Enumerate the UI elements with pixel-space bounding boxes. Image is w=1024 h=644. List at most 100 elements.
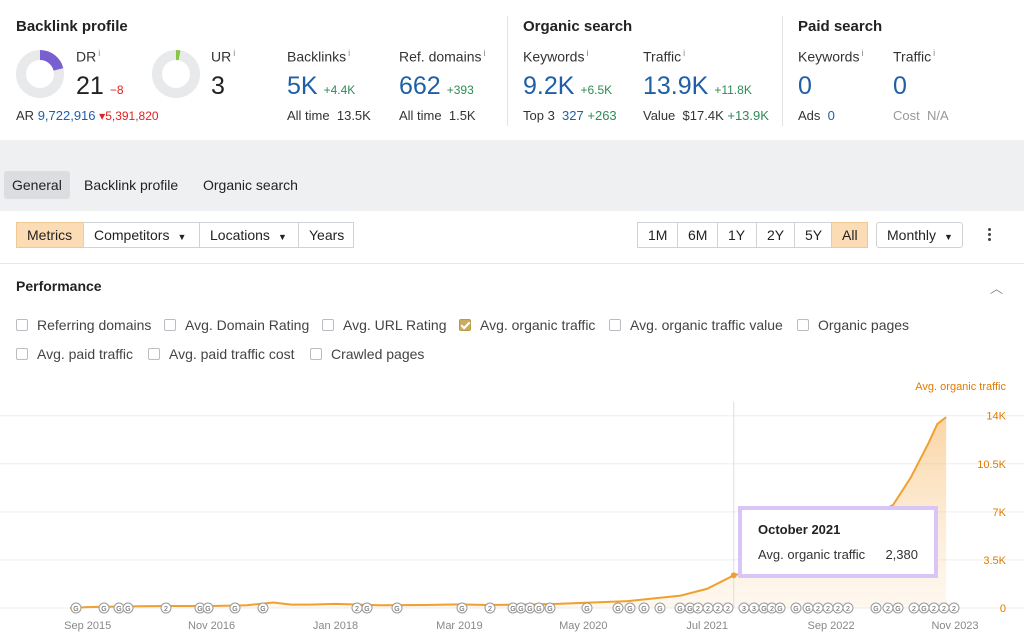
annotation-marker[interactable]: 2 (908, 602, 920, 614)
annotation-marker[interactable]: G (456, 602, 468, 614)
annotation-marker[interactable]: G (98, 602, 110, 614)
competitors-dropdown[interactable]: Competitors ▼ (83, 222, 200, 248)
range-2y-button[interactable]: 2Y (756, 222, 795, 248)
ref-domains-label[interactable]: Ref. domains i (399, 48, 486, 65)
annotation-marker[interactable]: 2 (928, 602, 940, 614)
paid-traffic-value[interactable]: 0 (893, 72, 907, 100)
years-button[interactable]: Years (298, 222, 354, 248)
annotation-marker[interactable]: 2 (822, 602, 834, 614)
svg-text:G: G (657, 606, 662, 613)
annotation-marker[interactable]: 2 (948, 602, 960, 614)
annotation-marker[interactable]: G (674, 602, 686, 614)
annotation-marker[interactable]: G (361, 602, 373, 614)
backlinks-value[interactable]: 5K +4.4K (287, 72, 356, 100)
organic-keywords-value[interactable]: 9.2K +6.5K (523, 72, 613, 100)
ref-domains-value[interactable]: 662 +393 (399, 72, 474, 100)
annotation-marker[interactable]: G (70, 602, 82, 614)
annotation-marker[interactable]: 2 (712, 602, 724, 614)
annotation-marker[interactable]: 2 (938, 602, 950, 614)
collapse-chevron-icon[interactable]: ︿ (990, 281, 1004, 296)
annotation-marker[interactable]: 2 (484, 602, 496, 614)
annotation-marker[interactable]: G (802, 602, 814, 614)
svg-text:G: G (116, 606, 121, 613)
annotation-marker[interactable]: 3 (748, 602, 760, 614)
range-1m-button[interactable]: 1M (637, 222, 678, 248)
checkbox-avg-organic-traffic-value[interactable]: Avg. organic traffic value (609, 317, 783, 333)
checkbox-avg-organic-traffic[interactable]: Avg. organic traffic (459, 317, 595, 333)
organic-traffic-label[interactable]: Traffic i (643, 48, 686, 65)
x-tick-label: Nov 2016 (188, 620, 235, 632)
backlinks-label[interactable]: Backlinks i (287, 48, 351, 65)
paid-keywords-value[interactable]: 0 (798, 72, 812, 100)
annotation-marker[interactable]: G (194, 602, 206, 614)
checkbox-avg-url-rating[interactable]: Avg. URL Rating (322, 317, 447, 333)
svg-text:G: G (394, 606, 399, 613)
annotation-marker[interactable]: G (257, 602, 269, 614)
annotation-marker[interactable]: 2 (722, 602, 734, 614)
backlinks-all-time: All time 13.5K (287, 108, 371, 123)
metrics-button[interactable]: Metrics (16, 222, 84, 248)
svg-text:2: 2 (488, 606, 492, 613)
annotation-marker[interactable]: G (122, 602, 134, 614)
locations-dropdown[interactable]: Locations ▼ (199, 222, 299, 248)
tooltip-value: 2,380 (885, 547, 918, 562)
ar-delta: ▾5,391,820 (99, 109, 159, 123)
annotation-marker[interactable]: G (624, 602, 636, 614)
annotation-marker[interactable]: G (202, 602, 214, 614)
tab-general[interactable]: General (4, 171, 70, 199)
annotation-marker[interactable]: G (113, 602, 125, 614)
checkbox-crawled-pages[interactable]: Crawled pages (310, 346, 424, 362)
interval-dropdown[interactable]: Monthly ▼ (876, 222, 963, 248)
annotation-marker[interactable]: G (654, 602, 666, 614)
y-tick-label: 7K (993, 507, 1007, 519)
svg-text:G: G (101, 606, 106, 613)
annotation-marker[interactable]: 2 (160, 602, 172, 614)
range-5y-button[interactable]: 5Y (794, 222, 832, 248)
annotation-marker[interactable]: G (638, 602, 650, 614)
dr-label[interactable]: DR i (76, 48, 101, 65)
annotation-marker[interactable]: 3 (738, 602, 750, 614)
ur-label[interactable]: UR i (211, 48, 236, 65)
tab-organic-search[interactable]: Organic search (203, 177, 298, 193)
organic-traffic-value[interactable]: 13.9K +11.8K (643, 72, 752, 100)
svg-text:G: G (459, 606, 464, 613)
dr-value: 21 −8 (76, 72, 124, 100)
range-1y-button[interactable]: 1Y (717, 222, 757, 248)
x-tick-label: Nov 2023 (931, 620, 978, 632)
more-options-icon[interactable] (985, 226, 993, 244)
chevron-down-icon: ▼ (944, 232, 953, 242)
annotation-marker[interactable]: 2 (812, 602, 824, 614)
checkbox-organic-pages[interactable]: Organic pages (797, 317, 909, 333)
annotation-marker[interactable]: G (391, 602, 403, 614)
annotation-marker[interactable]: 2 (351, 602, 363, 614)
annotation-marker[interactable]: 2 (882, 602, 894, 614)
annotation-marker[interactable]: G (229, 602, 241, 614)
annotation-marker[interactable]: G (892, 602, 904, 614)
range-6m-button[interactable]: 6M (677, 222, 718, 248)
performance-title: Performance (16, 278, 102, 294)
paid-traffic-label[interactable]: Traffic i (893, 48, 936, 65)
annotation-marker[interactable]: G (533, 602, 545, 614)
checkbox-avg-domain-rating[interactable]: Avg. Domain Rating (164, 317, 309, 333)
checkbox-avg-paid-traffic-cost[interactable]: Avg. paid traffic cost (148, 346, 295, 362)
annotation-marker[interactable]: G (581, 602, 593, 614)
annotation-marker[interactable]: 2 (692, 602, 704, 614)
annotation-marker[interactable]: 2 (702, 602, 714, 614)
checkbox-avg-paid-traffic[interactable]: Avg. paid traffic (16, 346, 133, 362)
annotation-marker[interactable]: G (774, 602, 786, 614)
annotation-marker[interactable]: G (870, 602, 882, 614)
annotation-marker[interactable]: G (918, 602, 930, 614)
annotation-marker[interactable]: 2 (832, 602, 844, 614)
paid-search-title: Paid search (798, 18, 883, 35)
annotation-marker[interactable]: G (612, 602, 624, 614)
annotation-marker[interactable]: G (544, 602, 556, 614)
svg-text:G: G (584, 606, 589, 613)
organic-keywords-label[interactable]: Keywords i (523, 48, 589, 65)
tab-backlink-profile[interactable]: Backlink profile (84, 177, 179, 193)
range-all-button[interactable]: All (831, 222, 868, 248)
checkbox-referring-domains[interactable]: Referring domains (16, 317, 151, 333)
paid-keywords-label[interactable]: Keywords i (798, 48, 864, 65)
annotation-marker[interactable]: G (790, 602, 802, 614)
annotation-marker[interactable]: 2 (842, 602, 854, 614)
